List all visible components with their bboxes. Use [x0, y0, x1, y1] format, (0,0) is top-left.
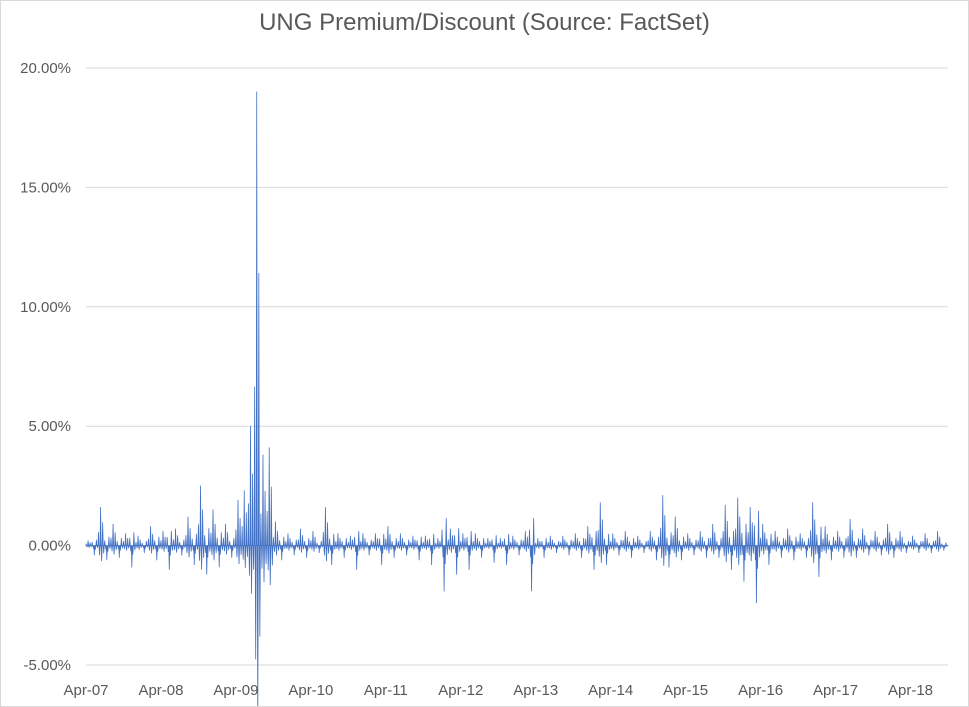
x-tick-label: Apr-18	[888, 682, 933, 699]
x-tick-label: Apr-13	[513, 682, 558, 699]
x-tick-label: Apr-10	[288, 682, 333, 699]
x-tick-label: Apr-07	[63, 682, 108, 699]
x-axis-ticks: Apr-07 Apr-08 Apr-09 Apr-10 Apr-11 Apr-12 Apr-…	[63, 682, 933, 699]
gridlines	[86, 67, 948, 666]
y-tick-label: 0.00%	[28, 538, 71, 555]
premium-discount-series	[85, 91, 949, 706]
x-tick-label: Apr-09	[213, 682, 258, 699]
x-tick-label: Apr-08	[138, 682, 183, 699]
y-tick-label: 5.00%	[28, 418, 71, 435]
x-tick-label: Apr-14	[588, 682, 633, 699]
series-area	[85, 91, 949, 706]
y-tick-label: -5.00%	[23, 657, 71, 674]
x-tick-label: Apr-15	[663, 682, 708, 699]
y-tick-label: 20.00%	[20, 60, 71, 77]
y-tick-label: 10.00%	[20, 299, 71, 316]
y-axis-ticks: 20.00% 15.00% 10.00% 5.00% 0.00% -5.00%	[20, 60, 71, 674]
x-tick-label: Apr-17	[813, 682, 858, 699]
x-tick-label: Apr-12	[438, 682, 483, 699]
x-tick-label: Apr-11	[364, 682, 408, 699]
chart-title: UNG Premium/Discount (Source: FactSet)	[259, 9, 710, 36]
y-tick-label: 15.00%	[20, 179, 71, 196]
x-tick-label: Apr-16	[738, 682, 783, 699]
